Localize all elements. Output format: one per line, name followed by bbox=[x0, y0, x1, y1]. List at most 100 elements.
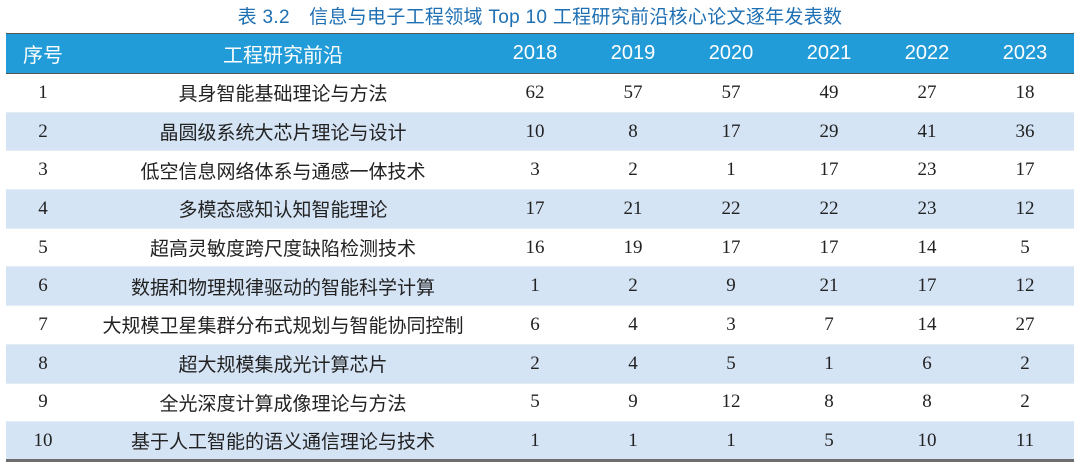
row-index: 8 bbox=[38, 352, 48, 374]
row-year-count: 12 bbox=[1015, 197, 1035, 219]
row-year-count: 3 bbox=[726, 313, 736, 335]
row-frontier-name: 全光深度计算成像理论与方法 bbox=[159, 393, 407, 415]
row-year-count: 12 bbox=[721, 391, 741, 413]
row-year-count: 4 bbox=[628, 313, 638, 335]
papers-table: 序号 工程研究前沿 2018 2019 2020 2021 2022 2023 … bbox=[6, 33, 1074, 462]
header-index: 序号 bbox=[6, 33, 80, 74]
row-index: 6 bbox=[38, 275, 48, 297]
header-row: 序号 工程研究前沿 2018 2019 2020 2021 2022 2023 bbox=[6, 33, 1074, 74]
row-year-count: 10 bbox=[917, 429, 937, 451]
header-year: 2020 bbox=[682, 33, 780, 74]
row-year-count: 5 bbox=[726, 352, 736, 374]
table-row: 1 具身智能基础理论与方法 62 57 57 49 27 18 bbox=[6, 73, 1074, 113]
row-year-count: 29 bbox=[819, 120, 839, 142]
row-year-count: 5 bbox=[824, 429, 834, 451]
row-year-count: 11 bbox=[1015, 429, 1035, 451]
row-frontier-name: 超高灵敏度跨尺度缺陷检测技术 bbox=[149, 239, 416, 261]
row-frontier-name: 超大规模集成光计算芯片 bbox=[178, 355, 388, 377]
row-year-count: 18 bbox=[1015, 81, 1035, 103]
row-year-count: 17 bbox=[819, 236, 839, 258]
row-year-count: 5 bbox=[530, 391, 540, 413]
row-frontier-name: 低空信息网络体系与通感一体技术 bbox=[140, 161, 426, 183]
table-row: 3 低空信息网络体系与通感一体技术 3 2 1 17 23 17 bbox=[6, 150, 1074, 190]
row-year-count: 8 bbox=[824, 391, 834, 413]
row-frontier-name: 数据和物理规律驱动的智能科学计算 bbox=[130, 277, 435, 299]
row-year-count: 1 bbox=[726, 159, 736, 181]
header-year: 2022 bbox=[878, 33, 976, 74]
row-year-count: 8 bbox=[922, 391, 932, 413]
row-index: 1 bbox=[38, 81, 48, 103]
row-year-count: 2 bbox=[530, 352, 540, 374]
row-frontier-name: 基于人工智能的语义通信理论与技术 bbox=[130, 432, 435, 454]
row-year-count: 1 bbox=[824, 352, 834, 374]
row-year-count: 1 bbox=[530, 429, 540, 451]
row-year-count: 2 bbox=[628, 275, 638, 297]
row-year-count: 19 bbox=[623, 236, 643, 258]
row-year-count: 5 bbox=[1020, 236, 1030, 258]
row-year-count: 1 bbox=[530, 275, 540, 297]
row-frontier-name: 晶圆级系统大芯片理论与设计 bbox=[159, 123, 407, 145]
row-year-count: 1 bbox=[726, 429, 736, 451]
row-index: 9 bbox=[38, 391, 48, 413]
row-year-count: 10 bbox=[525, 120, 545, 142]
row-year-count: 7 bbox=[824, 313, 834, 335]
row-year-count: 22 bbox=[721, 197, 741, 219]
row-year-count: 23 bbox=[917, 197, 937, 219]
table-row: 2 晶圆级系统大芯片理论与设计 10 8 17 29 41 36 bbox=[6, 112, 1074, 151]
row-year-count: 21 bbox=[819, 275, 839, 297]
row-year-count: 2 bbox=[628, 159, 638, 181]
row-year-count: 17 bbox=[525, 197, 545, 219]
table-row: 5 超高灵敏度跨尺度缺陷检测技术 16 19 17 17 14 5 bbox=[6, 228, 1074, 267]
row-year-count: 62 bbox=[525, 81, 545, 103]
table-row: 7 大规模卫星集群分布式规划与智能协同控制 6 4 3 7 14 27 bbox=[6, 305, 1074, 345]
row-year-count: 57 bbox=[721, 81, 741, 103]
row-year-count: 36 bbox=[1015, 120, 1035, 142]
row-year-count: 8 bbox=[628, 120, 638, 142]
row-year-count: 16 bbox=[525, 236, 545, 258]
row-year-count: 57 bbox=[623, 81, 643, 103]
row-year-count: 21 bbox=[623, 197, 643, 219]
row-year-count: 2 bbox=[1020, 391, 1030, 413]
row-frontier-name: 具身智能基础理论与方法 bbox=[178, 84, 388, 106]
table-caption: 表 3.2 信息与电子工程领域 Top 10 工程研究前沿核心论文逐年发表数 bbox=[237, 7, 843, 28]
table-row: 4 多模态感知认知智能理论 17 21 22 22 23 12 bbox=[6, 189, 1074, 229]
row-year-count: 23 bbox=[917, 159, 937, 181]
row-year-count: 14 bbox=[917, 313, 937, 335]
header-name: 工程研究前沿 bbox=[80, 33, 486, 74]
row-frontier-name: 大规模卫星集群分布式规划与智能协同控制 bbox=[102, 316, 464, 338]
table-row: 9 全光深度计算成像理论与方法 5 9 12 8 8 2 bbox=[6, 383, 1074, 422]
table-row: 10 基于人工智能的语义通信理论与技术 1 1 1 5 10 11 bbox=[6, 421, 1074, 461]
row-index: 2 bbox=[38, 120, 48, 142]
row-year-count: 9 bbox=[628, 391, 638, 413]
row-year-count: 17 bbox=[917, 275, 937, 297]
row-year-count: 2 bbox=[1020, 352, 1030, 374]
row-year-count: 4 bbox=[628, 352, 638, 374]
header-year: 2019 bbox=[584, 33, 682, 74]
row-year-count: 6 bbox=[530, 313, 540, 335]
row-year-count: 12 bbox=[1015, 275, 1035, 297]
row-index: 5 bbox=[38, 236, 48, 258]
table-row: 6 数据和物理规律驱动的智能科学计算 1 2 9 21 17 12 bbox=[6, 266, 1074, 306]
row-year-count: 17 bbox=[721, 120, 741, 142]
row-year-count: 17 bbox=[819, 159, 839, 181]
table-row: 8 超大规模集成光计算芯片 2 4 5 1 6 2 bbox=[6, 344, 1074, 383]
header-year: 2023 bbox=[976, 33, 1074, 74]
row-year-count: 3 bbox=[530, 159, 540, 181]
header-year: 2021 bbox=[780, 33, 878, 74]
row-year-count: 17 bbox=[1015, 159, 1035, 181]
header-year: 2018 bbox=[486, 33, 584, 74]
row-year-count: 41 bbox=[917, 120, 937, 142]
row-index: 10 bbox=[33, 429, 53, 451]
row-year-count: 17 bbox=[721, 236, 741, 258]
row-year-count: 14 bbox=[917, 236, 937, 258]
row-index: 4 bbox=[38, 197, 48, 219]
row-index: 7 bbox=[38, 313, 48, 335]
row-year-count: 6 bbox=[922, 352, 932, 374]
row-index: 3 bbox=[38, 159, 48, 181]
row-year-count: 27 bbox=[917, 81, 937, 103]
row-year-count: 1 bbox=[628, 429, 638, 451]
row-year-count: 27 bbox=[1015, 313, 1035, 335]
row-frontier-name: 多模态感知认知智能理论 bbox=[178, 200, 388, 222]
row-year-count: 9 bbox=[726, 275, 736, 297]
row-year-count: 22 bbox=[819, 197, 839, 219]
